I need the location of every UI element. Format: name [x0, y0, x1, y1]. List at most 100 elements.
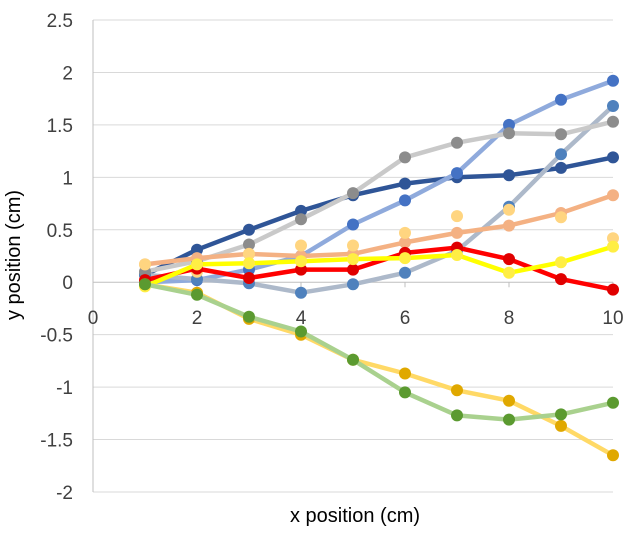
data-point: [399, 266, 411, 279]
data-point: [503, 118, 515, 131]
data-point: [555, 273, 567, 286]
data-point: [555, 128, 567, 141]
data-point: [295, 239, 307, 252]
data-point: [399, 236, 411, 249]
data-point: [607, 74, 619, 87]
data-point: [607, 151, 619, 164]
y-tick-label: 0.5: [47, 221, 73, 242]
y-axis-title: y position (cm): [3, 190, 25, 320]
data-point: [399, 177, 411, 190]
series-line: [142, 103, 616, 295]
data-point: [503, 127, 515, 140]
series-4: [139, 115, 619, 278]
series-line: [142, 78, 616, 285]
data-point: [347, 187, 359, 200]
series-line: [142, 282, 616, 422]
data-point: [191, 288, 203, 301]
data-point: [243, 247, 255, 260]
data-point: [295, 286, 307, 299]
data-point: [451, 249, 463, 261]
data-point: [555, 211, 567, 224]
data-point: [191, 243, 203, 256]
data-point: [399, 367, 411, 380]
data-point: [555, 161, 567, 174]
data-point: [347, 263, 359, 276]
data-point: [503, 394, 515, 407]
data-point: [295, 263, 307, 276]
y-tick-label: -0.5: [40, 326, 73, 347]
series-line: [142, 244, 616, 289]
y-tick-label: 1: [62, 168, 73, 189]
y-tick-label: 0: [62, 273, 73, 294]
data-point: [555, 408, 567, 421]
data-point: [399, 151, 411, 164]
data-point: [347, 353, 359, 366]
data-point: [503, 266, 515, 279]
data-point: [607, 189, 619, 202]
series-9: [139, 278, 619, 462]
data-point: [399, 252, 411, 265]
data-point: [243, 310, 255, 323]
series-10: [139, 278, 619, 426]
data-point: [347, 239, 359, 252]
data-point: [555, 148, 567, 161]
data-point: [451, 226, 463, 239]
y-tick-label: -1.5: [40, 431, 73, 452]
series-8: [139, 240, 619, 293]
data-point: [295, 213, 307, 226]
data-point: [399, 194, 411, 207]
data-point: [555, 256, 567, 269]
data-point: [295, 255, 307, 268]
data-point: [607, 240, 619, 253]
data-point: [243, 223, 255, 236]
x-tick-label: 6: [400, 308, 411, 329]
data-point: [399, 386, 411, 399]
y-tick-label: -2: [56, 483, 73, 504]
data-point: [555, 419, 567, 432]
data-point: [451, 210, 463, 223]
x-tick-label: 4: [296, 308, 307, 329]
series-line: [142, 192, 616, 267]
data-point: [451, 167, 463, 180]
data-point: [347, 278, 359, 291]
data-point: [139, 258, 151, 271]
data-point: [451, 409, 463, 422]
x-tick-label: 8: [504, 308, 515, 329]
series-group: [139, 74, 619, 462]
data-point: [503, 203, 515, 216]
data-point: [451, 136, 463, 149]
data-point: [347, 218, 359, 231]
data-point: [399, 226, 411, 239]
x-axis-title: x position (cm): [290, 505, 420, 527]
data-point: [555, 93, 567, 106]
series-6: [139, 203, 619, 278]
data-point: [607, 283, 619, 296]
data-point: [347, 253, 359, 266]
data-point: [295, 325, 307, 338]
data-point: [607, 232, 619, 245]
y-tick-label: 2.5: [47, 11, 73, 32]
data-point: [139, 278, 151, 291]
data-point: [607, 449, 619, 462]
series-line: [142, 282, 616, 458]
data-point: [295, 204, 307, 217]
series-line: [142, 119, 616, 274]
data-point: [243, 272, 255, 284]
y-tick-label: 1.5: [47, 116, 73, 137]
data-point: [607, 396, 619, 409]
data-point: [607, 100, 619, 112]
data-point: [607, 115, 619, 128]
x-tick-label: 2: [192, 308, 203, 329]
tick-labels: -2 -1.5 -1 -0.5 0 0.5 1 1.5 2 2.5 0 2 4 6 8 10: [40, 11, 623, 504]
x-tick-label: 0: [88, 308, 99, 329]
y-tick-label: 2: [62, 63, 73, 84]
data-point: [503, 413, 515, 426]
x-tick-label: 10: [602, 308, 623, 329]
data-point: [503, 253, 515, 266]
data-point: [503, 169, 515, 182]
data-point: [243, 238, 255, 251]
series-line: [142, 155, 616, 278]
data-point: [451, 384, 463, 397]
